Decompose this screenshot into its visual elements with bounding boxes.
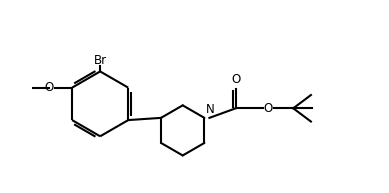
Text: O: O <box>231 73 240 86</box>
Text: O: O <box>264 102 273 115</box>
Text: Br: Br <box>94 54 107 67</box>
Text: O: O <box>45 81 54 94</box>
Text: N: N <box>206 103 215 116</box>
